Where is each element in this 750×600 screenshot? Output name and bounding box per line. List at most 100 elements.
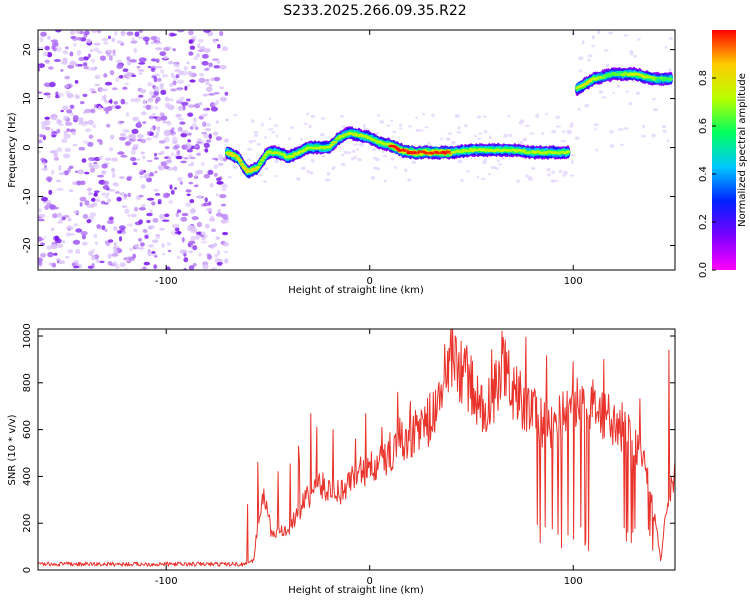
noise-speckle (94, 190, 100, 193)
noise-speckle (101, 95, 105, 101)
noise-speckle (195, 234, 200, 240)
halo-speckle (482, 160, 487, 165)
noise-speckle (105, 123, 111, 128)
noise-speckle (162, 120, 169, 124)
noise-speckle (152, 84, 156, 89)
noise-speckle (202, 264, 209, 270)
noise-speckle (204, 113, 208, 117)
noise-speckle (66, 109, 73, 114)
y-tick-label: 1000 (22, 323, 33, 348)
ridge-band (239, 162, 245, 166)
noise-speckle (210, 106, 218, 112)
noise-speckle (195, 231, 203, 235)
noise-speckle (201, 60, 209, 66)
noise-speckle (76, 94, 80, 99)
noise-speckle (119, 133, 127, 137)
halo-speckle (637, 38, 641, 41)
noise-speckle (213, 38, 217, 44)
noise-speckle (112, 261, 118, 266)
noise-speckle (115, 105, 121, 110)
halo-speckle (476, 115, 482, 119)
noise-speckle (76, 50, 82, 56)
noise-speckle (104, 229, 108, 232)
noise-speckle (101, 171, 106, 175)
noise-speckle (188, 181, 194, 185)
halo-speckle (562, 174, 567, 177)
halo-speckle (554, 179, 559, 182)
noise-speckle (52, 206, 60, 210)
noise-speckle (148, 115, 154, 120)
halo-speckle (566, 129, 572, 133)
noise-speckle (154, 157, 159, 160)
noise-speckle (139, 175, 143, 179)
ridge-band (248, 169, 254, 173)
halo-speckle (310, 158, 315, 163)
halo-speckle (569, 153, 576, 157)
noise-speckle (55, 46, 62, 53)
halo-speckle (447, 132, 453, 135)
noise-speckle (208, 201, 212, 206)
noise-speckle (215, 120, 219, 124)
noise-speckle (172, 145, 179, 150)
noise-speckle (188, 250, 193, 254)
noise-speckle (206, 122, 211, 127)
noise-speckle (134, 31, 140, 37)
noise-speckle (72, 239, 81, 245)
noise-speckle (64, 121, 73, 126)
ridge-band (258, 162, 263, 165)
noise-speckle (124, 193, 128, 198)
noise-speckle (130, 40, 138, 44)
noise-speckle (206, 107, 210, 111)
y-tick-label: 20 (22, 43, 33, 56)
noise-speckle (199, 72, 205, 77)
noise-speckle (181, 144, 189, 151)
noise-speckle (119, 136, 126, 141)
noise-speckle (189, 199, 195, 204)
noise-speckle (176, 87, 183, 92)
noise-speckle (181, 130, 189, 134)
halo-speckle (503, 133, 508, 138)
y-tick-label: 800 (22, 373, 33, 392)
halo-speckle (478, 132, 483, 135)
noise-speckle (143, 36, 150, 42)
noise-speckle (107, 35, 112, 40)
noise-speckle (45, 126, 51, 131)
noise-speckle (142, 121, 147, 124)
noise-speckle (132, 116, 140, 122)
noise-speckle (113, 226, 118, 231)
noise-speckle (222, 231, 229, 236)
noise-speckle (85, 128, 92, 133)
noise-speckle (136, 65, 141, 69)
noise-speckle (163, 47, 170, 52)
halo-speckle (319, 133, 325, 137)
noise-speckle (89, 49, 94, 53)
noise-speckle (95, 198, 101, 203)
noise-speckle (96, 138, 103, 143)
noise-speckle (151, 201, 156, 206)
noise-speckle (217, 259, 224, 263)
noise-speckle (48, 189, 53, 195)
noise-speckle (201, 53, 209, 59)
halo-speckle (523, 137, 527, 140)
halo-speckle (456, 131, 462, 134)
y-tick-label: 400 (22, 467, 33, 486)
spectrogram-frame (37, 29, 676, 271)
noise-speckle (112, 53, 116, 57)
snr-x-axis-label: Height of straight line (km) (288, 585, 424, 596)
upper-band (661, 78, 666, 82)
noise-speckle (155, 234, 160, 240)
halo-speckle (308, 124, 312, 129)
noise-speckle (190, 235, 197, 242)
noise-speckle (160, 69, 165, 74)
y-tick-label: 10 (22, 92, 33, 105)
noise-speckle (169, 184, 173, 190)
noise-speckle (159, 51, 167, 57)
noise-speckle (118, 75, 124, 79)
noise-speckle (139, 267, 144, 270)
halo-speckle (597, 30, 601, 35)
noise-speckle (204, 128, 212, 132)
noise-speckle (47, 35, 51, 40)
noise-speckle (164, 213, 170, 218)
noise-speckle (106, 192, 110, 197)
